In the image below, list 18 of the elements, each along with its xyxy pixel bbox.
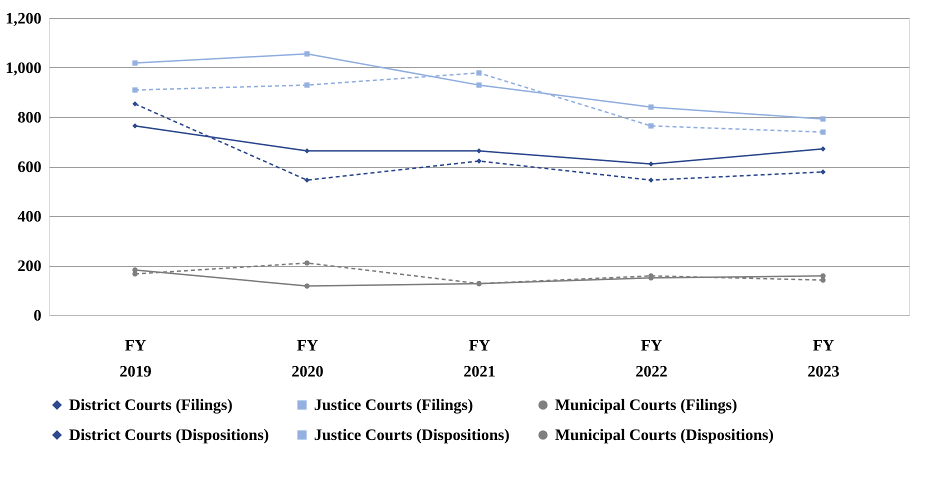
x-tick-label: FY 2022: [636, 338, 668, 380]
y-tick-label: 1,200: [6, 10, 42, 28]
legend-label: Justice Courts (Dispositions): [314, 427, 510, 444]
legend-label: District Courts (Filings): [69, 397, 233, 414]
y-tick-label: 400: [18, 208, 42, 226]
x-tick-label: FY 2021: [464, 338, 496, 380]
y-tick-label: 1,000: [6, 60, 42, 77]
x-tick-label: FY 2019: [120, 338, 152, 380]
y-tick-label: 0: [34, 308, 42, 324]
y-tick-label: 600: [18, 159, 42, 176]
legend-label: Municipal Courts (Filings): [555, 397, 738, 414]
legend-label: Justice Courts (Filings): [314, 397, 474, 414]
y-tick-label: 200: [18, 258, 42, 275]
x-tick-label: FY 2020: [292, 338, 324, 380]
y-tick-label: 800: [18, 110, 42, 126]
legend-label: Municipal Courts (Dispositions): [555, 427, 774, 444]
x-tick-label: FY 2023: [808, 338, 840, 380]
legend-label: District Courts (Dispositions): [69, 427, 269, 444]
